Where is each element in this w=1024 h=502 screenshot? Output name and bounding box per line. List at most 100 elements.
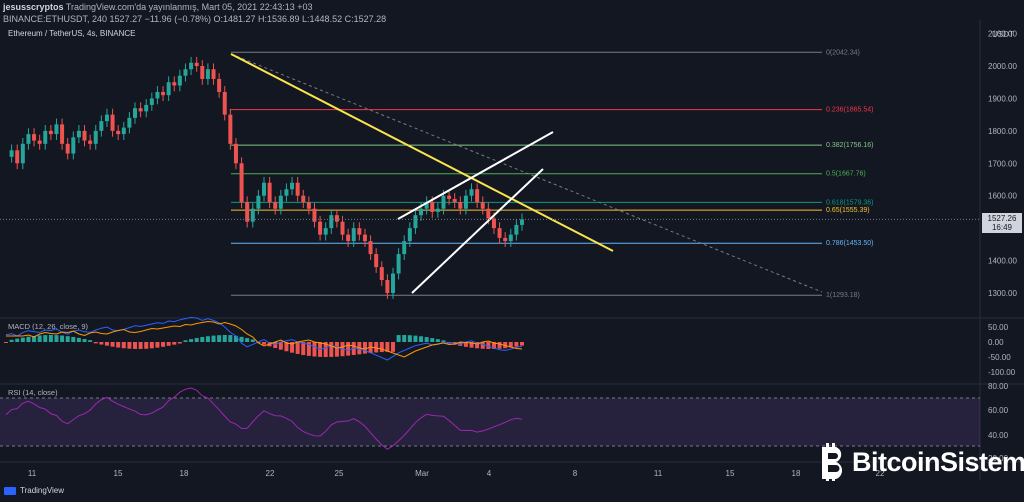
candle-body [351, 228, 356, 242]
tradingview-label: TradingView [20, 486, 65, 495]
macd-bar [32, 335, 37, 342]
candle-body [256, 195, 261, 209]
macd-bar [60, 335, 65, 342]
candle-body [116, 130, 121, 135]
yellow-trendline [230, 53, 614, 252]
rsi-tick-label: 40.00 [988, 431, 1009, 440]
candle-body [503, 237, 508, 242]
price-tick-label: 1400.00 [988, 257, 1017, 266]
fib-level-label: 0.5(1667.76) [826, 171, 866, 178]
macd-bar [273, 342, 278, 349]
macd-bar [407, 335, 412, 342]
candle-body [104, 114, 109, 122]
price-tick-label: 2100.00 [988, 30, 1017, 39]
macd-bar [435, 339, 440, 342]
bar-timer: 16:49 [991, 223, 1013, 232]
rsi-tick-label: 20.00 [988, 454, 1009, 463]
macd-bar [262, 342, 266, 345]
price-tick-label: 1800.00 [988, 127, 1017, 136]
macd-bar [121, 342, 126, 349]
candle-body [458, 202, 463, 209]
candle-body [284, 189, 289, 196]
candle-body [48, 130, 53, 135]
candle-body [497, 228, 502, 238]
macd-bar [312, 342, 317, 357]
macd-bar [65, 336, 70, 342]
macd-bar [329, 342, 334, 357]
candle-body [435, 208, 440, 212]
candle-body [318, 221, 323, 235]
macd-bar [463, 342, 468, 347]
fib-level-label: 0.382(1756.16) [826, 142, 873, 149]
macd-bar [228, 335, 233, 342]
candle-body [65, 143, 70, 154]
macd-bar [205, 336, 210, 342]
macd-bar [306, 342, 311, 356]
candle-body [340, 221, 345, 235]
tradingview-logo[interactable]: TradingView [4, 486, 64, 495]
candle-body [508, 234, 513, 242]
candle-body [480, 202, 485, 209]
macd-bar [441, 340, 446, 342]
macd-bar [419, 336, 424, 342]
macd-bar [413, 335, 418, 342]
macd-bar [301, 342, 306, 356]
macd-bar [104, 342, 109, 346]
candle-body [312, 208, 317, 222]
price-change: 1527.27 −11.96 (−0.78%) O: [109, 14, 223, 24]
macd-bar [116, 342, 121, 348]
macd-bar [346, 342, 351, 356]
candle-body [217, 78, 222, 92]
candle-body [161, 91, 166, 96]
candle-body [419, 208, 424, 216]
macd-bar [295, 342, 300, 354]
time-tick-label: 25 [335, 469, 344, 478]
macd-bar [278, 342, 283, 350]
candle-body [133, 108, 137, 118]
macd-bar [138, 342, 143, 349]
macd-bar [93, 342, 98, 344]
candle-body [110, 114, 115, 131]
macd-bar [497, 342, 502, 349]
macd-bar [379, 342, 384, 353]
candle-body [334, 215, 339, 222]
macd-bar [362, 342, 367, 354]
candle-body [127, 117, 132, 128]
candle-body [239, 163, 244, 203]
macd-bar [233, 335, 238, 342]
macd-bar [200, 337, 205, 342]
candle-body [486, 208, 491, 219]
wedge-upper-line [397, 131, 554, 220]
candle-body [346, 234, 351, 242]
candle-body [200, 66, 205, 79]
candle-body [26, 134, 31, 144]
candle-body [172, 82, 177, 86]
candle-body [447, 195, 452, 199]
candle-body [99, 121, 104, 131]
dashed-trendline [230, 53, 823, 293]
rsi-tick-label: 60.00 [988, 406, 1009, 415]
candle-body [514, 224, 519, 235]
current-price: 1527.26 [987, 214, 1017, 223]
price-tick-label: 1700.00 [988, 159, 1017, 168]
time-tick-label: 22 [266, 469, 275, 478]
candle-body [290, 182, 295, 190]
candle-body [155, 91, 160, 99]
candle-body [71, 137, 76, 154]
watermark-label: BitcoinSistemi [852, 446, 1024, 477]
macd-bar [88, 340, 93, 342]
watermark: BitcoinSistemi [818, 443, 1024, 481]
macd-bar [385, 342, 390, 352]
macd-bar [514, 342, 519, 347]
candle-body [189, 62, 194, 70]
time-tick-label: 15 [114, 469, 123, 478]
macd-bar [166, 342, 171, 346]
symbol-title: Ethereum / TetherUS, 4s, BINANCE [8, 29, 136, 38]
candle-body [357, 228, 362, 235]
candle-body [273, 202, 278, 209]
time-tick-label: 8 [573, 469, 578, 478]
macd-bar [144, 342, 149, 349]
rsi-label: RSI (14, close) [8, 388, 58, 397]
candle-body [15, 150, 20, 164]
